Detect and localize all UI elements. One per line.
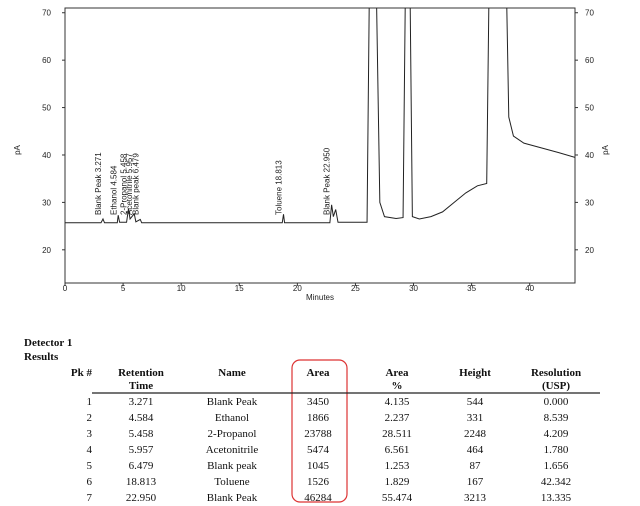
plot-frame — [64, 7, 576, 284]
table-cell: Ethanol — [215, 412, 249, 424]
peak-label: Ethanol 4.584 — [109, 165, 118, 215]
x-tick-label: 35 — [467, 284, 476, 293]
table-cell: 7 — [87, 492, 93, 504]
column-header: Height — [459, 367, 491, 379]
table-cell: 13.335 — [541, 492, 572, 504]
column-header: Retention Time — [118, 367, 164, 392]
x-tick-label: 10 — [177, 284, 186, 293]
x-tick-label: 15 — [235, 284, 244, 293]
table-cell: 1.829 — [385, 476, 410, 488]
table-cell: 87 — [470, 460, 482, 472]
table-cell: 167 — [467, 476, 484, 488]
table-cell: 2.237 — [385, 412, 410, 424]
table-cell: 6 — [87, 476, 93, 488]
x-tick-label: 40 — [525, 284, 534, 293]
table-cell: Blank Peak — [207, 396, 258, 408]
peak-label: Toluene 18.813 — [275, 160, 284, 215]
column-header: Name — [218, 367, 246, 379]
table-cell: 6.479 — [129, 460, 154, 472]
table-cell: 55.474 — [382, 492, 413, 504]
y-tick-label: 70 — [42, 9, 51, 18]
table-cell: 8.539 — [544, 412, 569, 424]
results-table: Detector 1 Results Pk # Retention Time Name… — [24, 337, 600, 504]
peak-label: 2-Propanol 5.458 — [119, 153, 128, 215]
table-cell: 4.584 — [129, 412, 154, 424]
y2-tick-label: 40 — [585, 151, 594, 160]
y2-tick-label: 50 — [585, 104, 594, 113]
table-cell: 2 — [87, 412, 93, 424]
table-cell: 1.253 — [385, 460, 410, 472]
table-subtitle: Results — [24, 351, 59, 363]
table-cell: 3 — [87, 428, 93, 440]
y2-axis-label: pA — [601, 144, 610, 154]
table-cell: 1866 — [307, 412, 330, 424]
table-cell: 3450 — [307, 396, 330, 408]
table-cell: 46284 — [304, 492, 332, 504]
table-cell: 544 — [467, 396, 484, 408]
table-cell: 4.135 — [385, 396, 410, 408]
table-cell: 1045 — [307, 460, 330, 472]
x-tick-label: 0 — [63, 284, 68, 293]
table-cell: Toluene — [214, 476, 249, 488]
table-cell: 4.209 — [544, 428, 569, 440]
table-cell: 22.950 — [126, 492, 157, 504]
table-cell: 3.271 — [129, 396, 154, 408]
table-cell: 42.342 — [541, 476, 571, 488]
table-cell: Acetonitrile — [206, 444, 259, 456]
y-tick-label: 50 — [42, 104, 51, 113]
table-cell: 2-Propanol — [208, 428, 257, 440]
table-cell: 1.780 — [544, 444, 569, 456]
column-header: Area% — [385, 367, 409, 392]
x-tick-label: 20 — [293, 284, 302, 293]
y2-tick-label: 70 — [585, 9, 594, 18]
table-cell: 1526 — [307, 476, 330, 488]
peak-label: Blank peak 6.479 — [131, 153, 140, 215]
table-cell: 5474 — [307, 444, 330, 456]
table-cell: 5.458 — [129, 428, 154, 440]
table-cell: 1 — [87, 396, 93, 408]
table-title: Detector 1 — [24, 337, 72, 349]
peak-label: Acetonitrile 5.957 — [125, 153, 134, 215]
table-cell: 4 — [87, 444, 93, 456]
table-cell: 0.000 — [544, 396, 569, 408]
table-cell: 331 — [467, 412, 484, 424]
table-cell: 23788 — [304, 428, 332, 440]
x-axis-label: Minutes — [306, 293, 334, 302]
y2-tick-label: 30 — [585, 198, 594, 207]
table-cell: 464 — [467, 444, 484, 456]
table-cell: 6.561 — [385, 444, 410, 456]
column-header: Pk # — [71, 367, 93, 379]
peak-label: Blank Peak 3.271 — [94, 152, 103, 215]
y2-tick-label: 60 — [585, 56, 594, 65]
y-tick-label: 30 — [42, 198, 51, 207]
table-cell: Blank peak — [207, 460, 257, 472]
highlight-box — [291, 359, 348, 503]
y-axis-label: pA — [13, 144, 22, 154]
y-tick-label: 40 — [42, 151, 51, 160]
table-cell: 18.813 — [126, 476, 157, 488]
table-cell: 28.511 — [382, 428, 412, 440]
table-cell: 2248 — [464, 428, 487, 440]
table-cell: 5 — [87, 460, 93, 472]
table-cell: 3213 — [464, 492, 487, 504]
x-tick-label: 25 — [351, 284, 360, 293]
x-tick-label: 5 — [121, 284, 126, 293]
x-tick-label: 30 — [409, 284, 418, 293]
y2-tick-label: 20 — [585, 246, 594, 255]
table-cell: 1.656 — [544, 460, 569, 472]
y-tick-label: 20 — [42, 246, 51, 255]
column-header: Resolution (USP) — [531, 367, 581, 392]
table-cell: 5.957 — [129, 444, 154, 456]
y-tick-label: 60 — [42, 56, 51, 65]
table-cell: Blank Peak — [207, 492, 258, 504]
trace — [65, 8, 575, 224]
peak-label: Blank Peak 22.950 — [323, 147, 332, 215]
column-header: Area — [306, 367, 330, 379]
